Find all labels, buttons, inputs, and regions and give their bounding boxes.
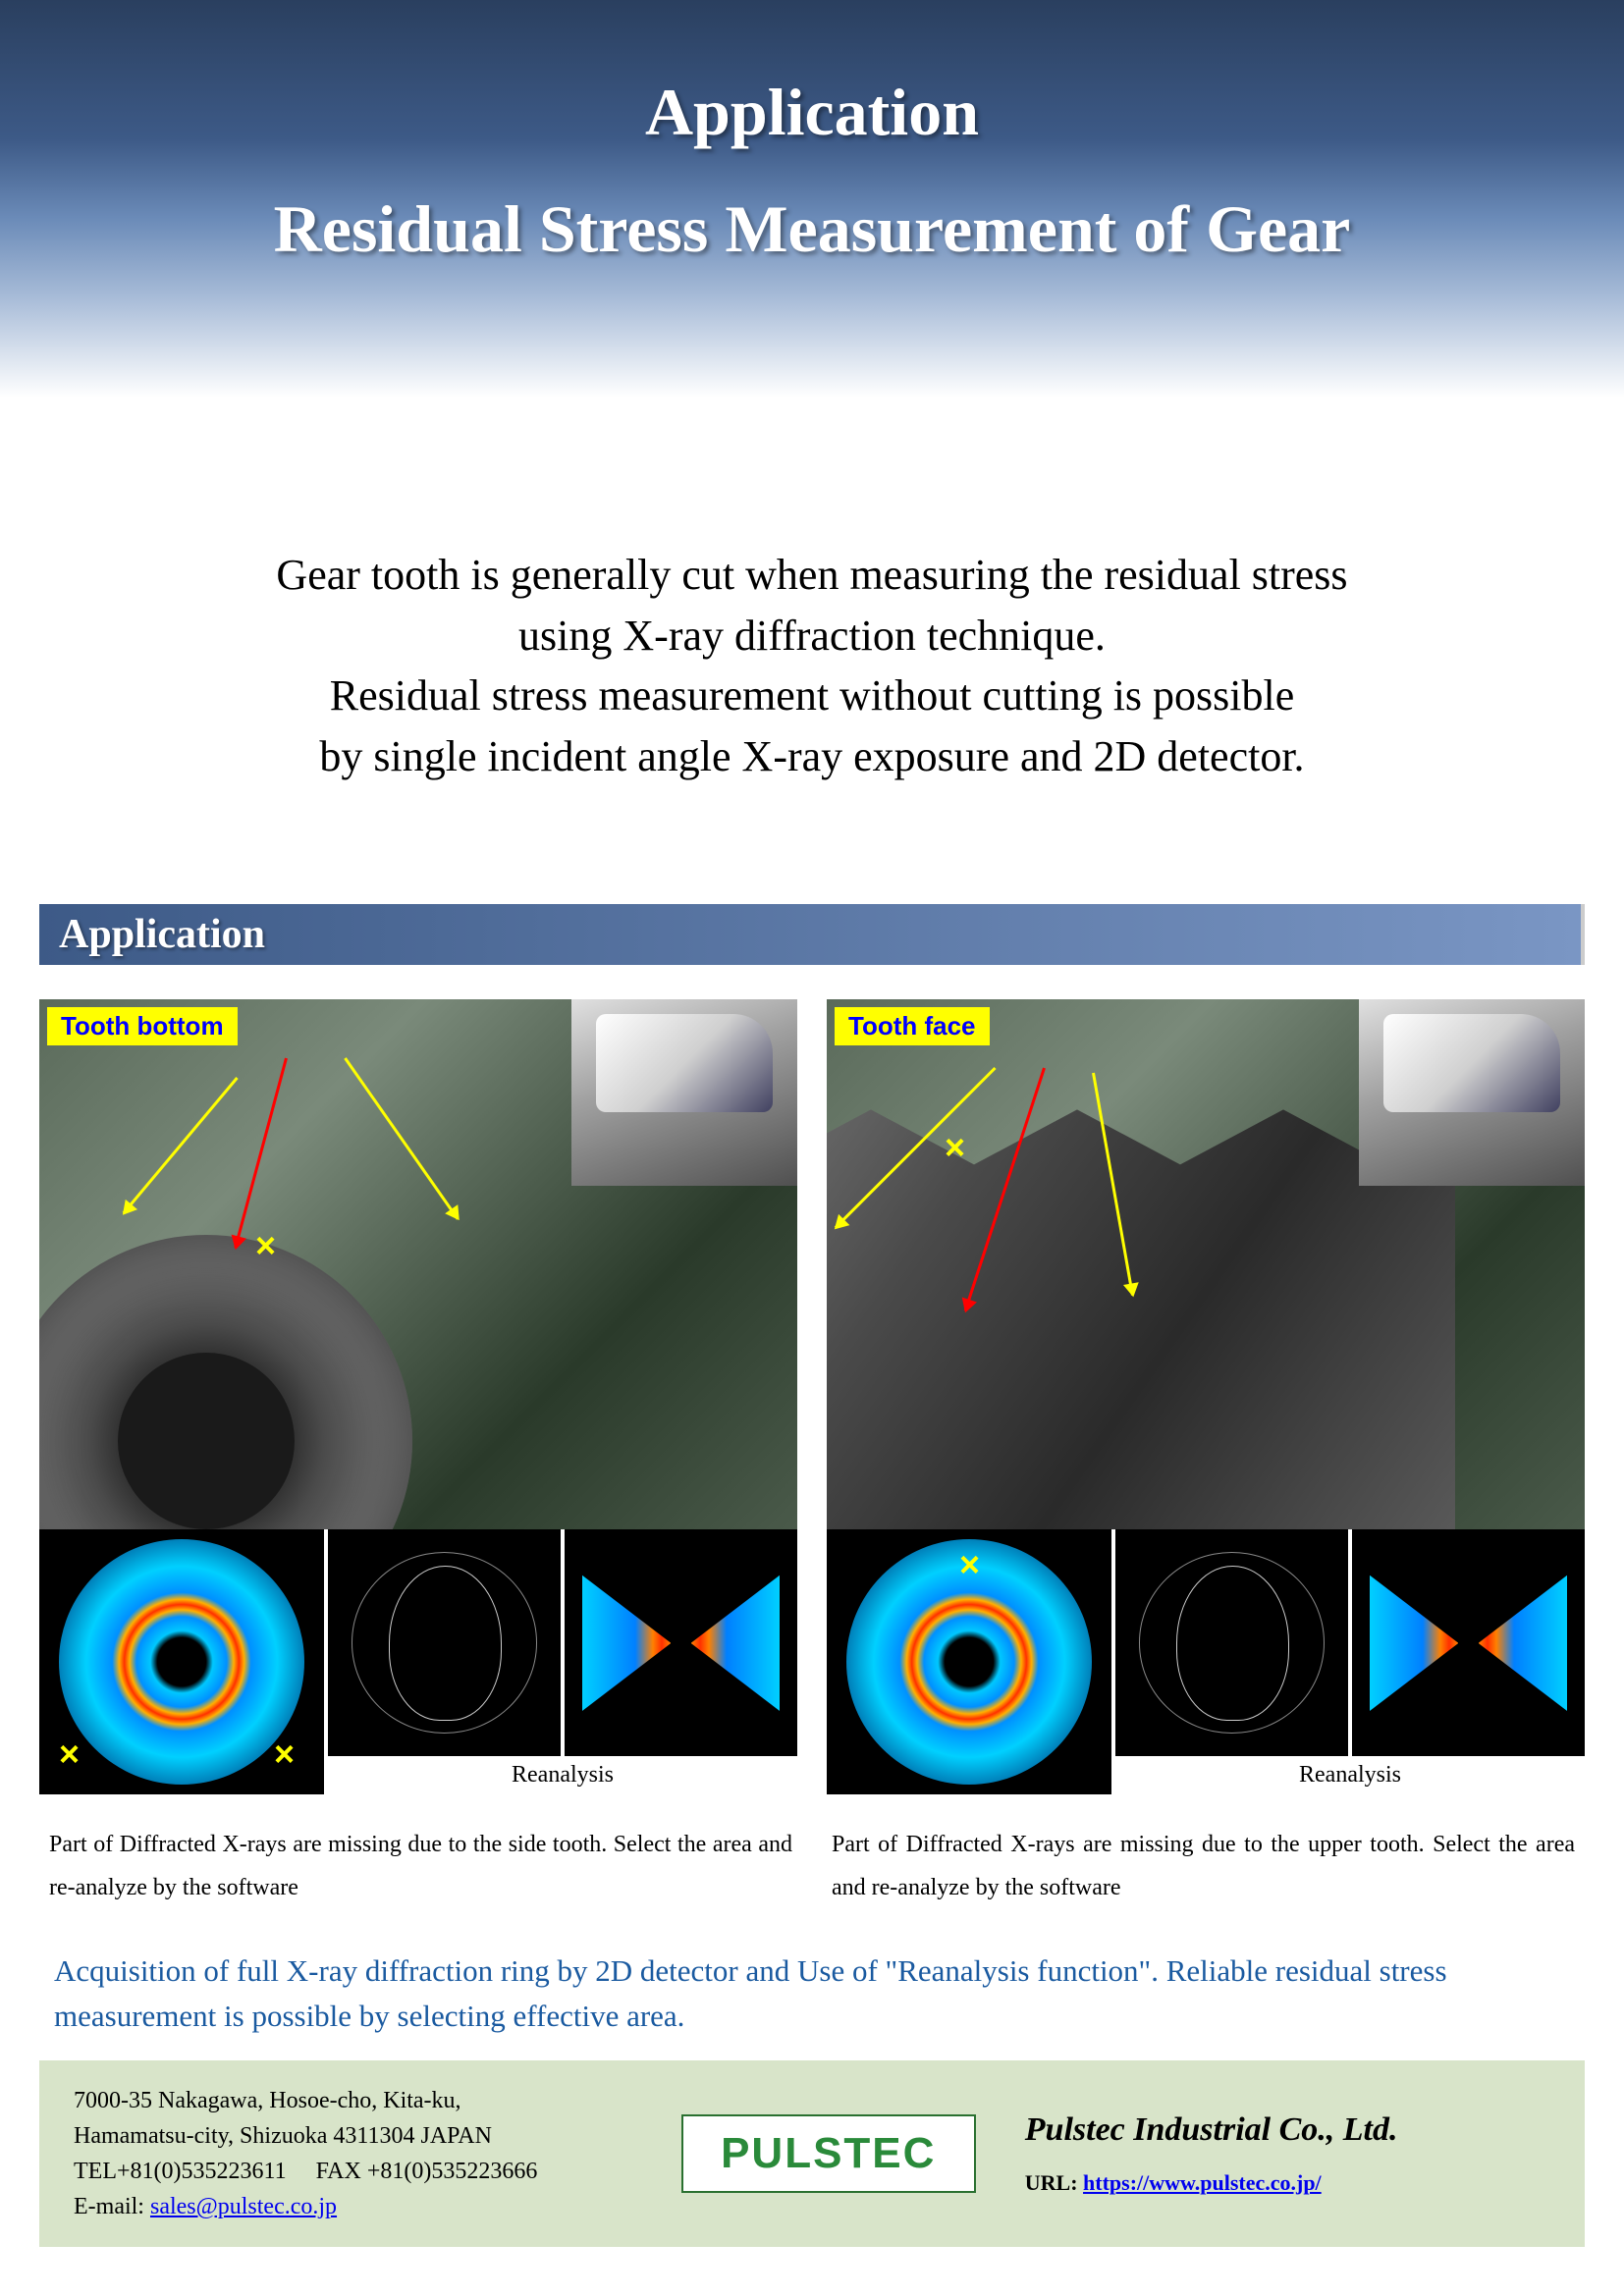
section-heading: Application — [59, 911, 265, 958]
analysis-images — [328, 1529, 797, 1756]
email-label: E-mail: — [74, 2194, 150, 2219]
analysis-images — [1115, 1529, 1585, 1756]
x-marker-icon: × — [959, 1544, 980, 1585]
reanalysis-label: Reanalysis — [328, 1756, 797, 1794]
diffraction-right: × Reanalysis — [827, 1529, 1585, 1794]
bowtie-plot — [565, 1529, 797, 1756]
analysis-cell: Reanalysis — [1115, 1529, 1585, 1794]
photo-tooth-face: Tooth face × — [827, 999, 1585, 1529]
photo-row: Tooth bottom × Tooth face × — [0, 985, 1624, 1529]
caption-row: Part of Diffracted X-rays are missing du… — [0, 1794, 1624, 1918]
photo-tooth-bottom: Tooth bottom × — [39, 999, 797, 1529]
tel: TEL+81(0)535223611 — [74, 2159, 287, 2184]
fax: FAX +81(0)535223666 — [316, 2159, 538, 2184]
photo-col-right: Tooth face × — [827, 999, 1585, 1529]
ring-shape — [59, 1539, 304, 1785]
inset-device-photo — [571, 999, 797, 1186]
header-banner: Application Residual Stress Measurement … — [0, 0, 1624, 398]
page-subtitle: Residual Stress Measurement of Gear — [0, 190, 1624, 268]
summary-text: Acquisition of full X-ray diffraction ri… — [0, 1919, 1624, 2069]
reanalysis-label: Reanalysis — [1115, 1756, 1585, 1794]
arrow-yellow-icon — [123, 1077, 239, 1214]
intro-text: Gear tooth is generally cut when measuri… — [0, 398, 1624, 875]
diffraction-left: × × Reanalysis — [39, 1529, 797, 1794]
gear-illustration — [39, 1235, 412, 1529]
arrow-red-icon — [234, 1058, 288, 1249]
footer-bar: 7000-35 Nakagawa, Hosoe-cho, Kita-ku, Ha… — [39, 2060, 1585, 2247]
photo-label: Tooth face — [835, 1007, 990, 1045]
company-name: Pulstec Industrial Co., Ltd. — [1025, 2111, 1550, 2149]
device-shape — [596, 1014, 773, 1112]
footer-company-block: Pulstec Industrial Co., Ltd. URL: https:… — [1005, 2111, 1550, 2196]
addr-line: Hamamatsu-city, Shizuoka 4311304 JAPAN — [74, 2123, 492, 2149]
diffraction-ring-image: × × — [39, 1529, 324, 1794]
url-link[interactable]: https://www.pulstec.co.jp/ — [1083, 2170, 1322, 2195]
company-url: URL: https://www.pulstec.co.jp/ — [1025, 2170, 1550, 2196]
analysis-cell: Reanalysis — [328, 1529, 797, 1794]
x-marker-icon: × — [59, 1734, 80, 1775]
arrow-yellow-icon — [344, 1058, 459, 1221]
x-marker-icon: × — [945, 1127, 965, 1168]
page-title: Application — [0, 74, 1624, 151]
section-heading-bar: Application — [39, 904, 1585, 965]
photo-label: Tooth bottom — [47, 1007, 238, 1045]
diffraction-ring-image: × — [827, 1529, 1111, 1794]
url-label: URL: — [1025, 2170, 1083, 2195]
diffraction-row: × × Reanalysis × Reanalysis — [0, 1529, 1624, 1794]
polar-plot — [1115, 1529, 1348, 1756]
x-marker-icon: × — [274, 1734, 295, 1775]
polar-plot — [328, 1529, 561, 1756]
footer-contact: 7000-35 Nakagawa, Hosoe-cho, Kita-ku, Ha… — [74, 2083, 652, 2224]
intro-line: using X-ray diffraction technique. — [518, 612, 1106, 660]
intro-line: Gear tooth is generally cut when measuri… — [276, 551, 1347, 599]
bowtie-plot — [1352, 1529, 1585, 1756]
intro-line: by single incident angle X-ray exposure … — [319, 732, 1304, 780]
photo-col-left: Tooth bottom × — [39, 999, 797, 1529]
device-shape — [1383, 1014, 1560, 1112]
caption-right: Part of Diffracted X-rays are missing du… — [832, 1824, 1575, 1908]
addr-line: 7000-35 Nakagawa, Hosoe-cho, Kita-ku, — [74, 2088, 461, 2113]
caption-left: Part of Diffracted X-rays are missing du… — [49, 1824, 792, 1908]
pulstec-logo: PULSTEC — [681, 2114, 976, 2193]
intro-line: Residual stress measurement without cutt… — [330, 671, 1295, 720]
email-link[interactable]: sales@pulstec.co.jp — [150, 2194, 337, 2219]
inset-device-photo — [1359, 999, 1585, 1186]
x-marker-icon: × — [255, 1225, 276, 1266]
